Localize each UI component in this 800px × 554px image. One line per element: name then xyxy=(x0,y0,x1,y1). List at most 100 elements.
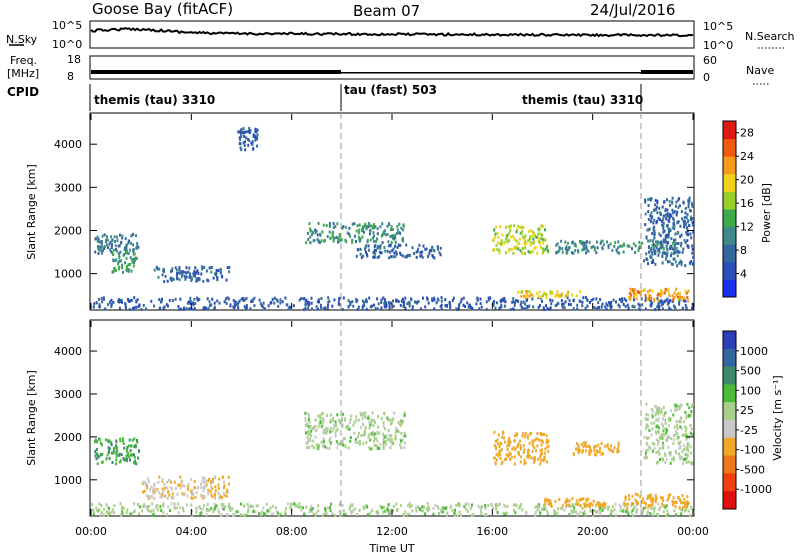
velocity-cell xyxy=(179,483,181,487)
power-cell xyxy=(100,297,103,300)
velocity-cell xyxy=(517,453,520,457)
power-cell xyxy=(689,208,691,212)
power-cell xyxy=(515,230,518,234)
velocity-cell xyxy=(466,510,469,513)
power-cell xyxy=(574,249,577,252)
power-cell xyxy=(657,299,660,302)
velocity-cell xyxy=(161,487,164,491)
velocity-cell xyxy=(382,421,385,425)
power-cell xyxy=(659,246,662,250)
power-cell xyxy=(673,244,676,248)
velocity-cell xyxy=(645,512,648,516)
power-cell xyxy=(664,252,667,256)
power-cell xyxy=(671,294,674,298)
power-cell xyxy=(653,208,656,212)
velocity-cell xyxy=(200,486,203,490)
power-cell xyxy=(650,216,653,220)
power-cell xyxy=(356,307,359,311)
power-cell xyxy=(118,298,121,302)
power-cell xyxy=(439,304,442,308)
power-cell xyxy=(649,239,652,243)
velocity-cell xyxy=(284,510,287,514)
power-cell xyxy=(373,303,376,307)
velocity-cell xyxy=(427,505,430,509)
velocity-colorbar-swatch xyxy=(723,455,736,474)
velocity-cell xyxy=(519,444,522,447)
power-cell xyxy=(671,300,674,304)
velocity-cell xyxy=(676,424,678,428)
power-cell xyxy=(311,233,313,236)
power-cell xyxy=(331,231,334,235)
power-cell xyxy=(667,292,670,296)
power-cell xyxy=(245,136,248,140)
velocity-colorbar-tick: 1000 xyxy=(740,345,768,358)
power-cell xyxy=(135,305,138,309)
velocity-cell xyxy=(299,505,302,509)
velocity-cell xyxy=(591,503,594,507)
velocity-cell xyxy=(373,443,376,447)
power-cell xyxy=(404,296,407,300)
velocity-cell xyxy=(641,509,644,513)
velocity-cell xyxy=(129,458,131,462)
velocity-cell xyxy=(290,502,293,506)
power-cell xyxy=(435,301,438,305)
power-cell xyxy=(364,247,367,251)
power-cell xyxy=(422,296,424,300)
power-cell xyxy=(187,270,190,274)
power-cell xyxy=(121,236,124,240)
velocity-cell xyxy=(593,509,596,513)
power-cell xyxy=(460,297,463,301)
velocity-cell xyxy=(536,508,539,512)
velocity-cell xyxy=(376,446,379,450)
velocity-cell xyxy=(393,411,396,415)
power-cell xyxy=(541,234,544,237)
power-cell xyxy=(580,241,583,245)
velocity-cell xyxy=(681,450,684,454)
velocity-cell xyxy=(206,503,209,507)
velocity-cell xyxy=(406,513,409,517)
power-cell xyxy=(269,301,272,305)
velocity-cell xyxy=(509,440,512,444)
power-cell xyxy=(119,250,122,254)
power-cell xyxy=(598,305,601,309)
velocity-cell xyxy=(575,499,578,503)
power-cell xyxy=(363,301,366,305)
power-echo-region xyxy=(92,296,695,312)
power-cell xyxy=(351,222,354,226)
power-cell xyxy=(664,237,667,241)
power-cell xyxy=(640,297,643,301)
power-cell xyxy=(192,272,195,276)
velocity-cell xyxy=(326,446,328,450)
velocity-cell xyxy=(485,513,488,516)
power-cell xyxy=(665,217,668,221)
velocity-cell xyxy=(401,438,404,442)
velocity-cell xyxy=(686,402,689,406)
power-cell xyxy=(521,251,524,255)
power-colorbar-tick: 12 xyxy=(740,221,754,234)
velocity-cell xyxy=(308,438,311,442)
velocity-cell xyxy=(415,506,417,510)
power-cell xyxy=(675,246,678,250)
velocity-cell xyxy=(210,485,213,489)
velocity-cell xyxy=(662,504,665,508)
power-cell xyxy=(667,219,670,222)
velocity-cell xyxy=(309,439,312,443)
velocity-cell xyxy=(391,418,394,422)
velocity-cell xyxy=(546,509,549,513)
velocity-cell xyxy=(214,496,216,500)
power-cell xyxy=(132,264,135,268)
velocity-cell xyxy=(577,451,580,455)
velocity-cell xyxy=(673,438,676,442)
power-cell xyxy=(288,305,291,309)
power-cell xyxy=(515,246,518,250)
velocity-cell xyxy=(202,480,205,484)
power-cell xyxy=(327,303,329,307)
power-cell xyxy=(153,268,156,272)
velocity-cell xyxy=(106,453,109,457)
power-cell xyxy=(538,241,541,245)
power-cell xyxy=(362,254,365,258)
power-cell xyxy=(662,230,665,234)
velocity-cell xyxy=(104,438,107,442)
velocity-cell xyxy=(352,509,355,513)
power-cell xyxy=(236,302,239,306)
